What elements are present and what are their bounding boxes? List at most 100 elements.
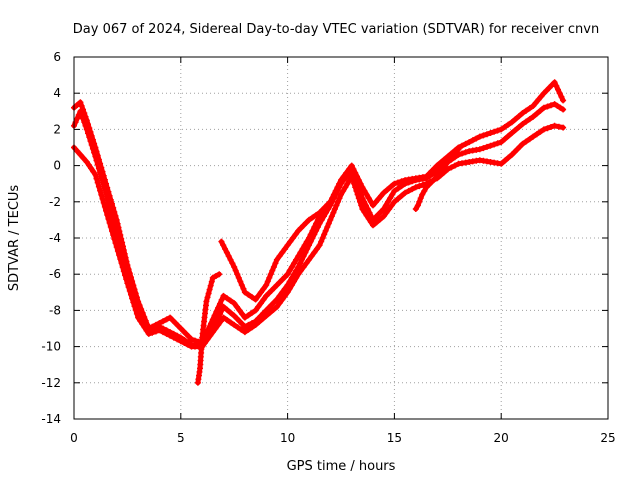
data-point bbox=[417, 195, 424, 202]
data-point bbox=[560, 97, 567, 104]
data-point bbox=[208, 278, 215, 285]
grid bbox=[74, 57, 608, 419]
data-point bbox=[110, 232, 117, 238]
y-tick-label: 2 bbox=[53, 122, 61, 136]
data-point bbox=[480, 145, 487, 152]
data-point bbox=[291, 260, 297, 267]
data-point bbox=[220, 314, 227, 321]
data-point bbox=[93, 157, 100, 164]
data-point bbox=[313, 212, 320, 219]
data-point bbox=[276, 253, 283, 260]
data-point bbox=[295, 253, 302, 260]
data-point bbox=[141, 324, 148, 331]
data-point bbox=[286, 285, 293, 292]
data-point bbox=[220, 292, 227, 299]
data-point bbox=[135, 314, 142, 321]
data-point bbox=[78, 111, 85, 118]
data-point bbox=[207, 332, 214, 339]
data-point bbox=[334, 187, 341, 194]
data-point bbox=[273, 296, 280, 303]
data-point bbox=[321, 231, 328, 238]
data-point bbox=[89, 145, 96, 152]
data-point bbox=[167, 332, 174, 339]
data-point bbox=[309, 214, 316, 221]
data-point bbox=[288, 282, 295, 289]
data-point bbox=[98, 191, 105, 198]
data-point bbox=[266, 274, 273, 281]
data-point bbox=[152, 328, 159, 335]
data-point bbox=[266, 309, 273, 316]
y-tick-label: -14 bbox=[41, 412, 61, 426]
data-point bbox=[131, 303, 138, 310]
data-point bbox=[308, 253, 315, 260]
data-point bbox=[523, 107, 530, 114]
data-point bbox=[348, 173, 355, 180]
data-point bbox=[227, 309, 234, 316]
data-point bbox=[523, 118, 530, 125]
data-point bbox=[252, 307, 259, 314]
data-point bbox=[373, 219, 380, 226]
data-point bbox=[217, 318, 224, 325]
data-point bbox=[459, 150, 465, 157]
data-point bbox=[238, 326, 245, 333]
data-point bbox=[364, 206, 371, 212]
data-point bbox=[323, 209, 329, 216]
data-point bbox=[302, 249, 309, 256]
data-point bbox=[462, 149, 469, 156]
data-point bbox=[279, 249, 286, 256]
data-point bbox=[354, 191, 361, 198]
data-point bbox=[77, 99, 84, 106]
data-point bbox=[419, 181, 426, 188]
data-point bbox=[498, 160, 505, 167]
data-point bbox=[466, 139, 473, 146]
data-point bbox=[139, 310, 146, 316]
y-tick-label: 0 bbox=[53, 159, 61, 173]
series-track-3 bbox=[71, 122, 567, 350]
data-point bbox=[544, 103, 551, 110]
data-point bbox=[139, 321, 146, 328]
data-point bbox=[107, 208, 114, 215]
data-point bbox=[86, 162, 92, 169]
data-point bbox=[270, 264, 277, 270]
data-point bbox=[476, 133, 483, 140]
data-point bbox=[328, 213, 335, 220]
data-point bbox=[384, 186, 391, 193]
data-point bbox=[123, 276, 130, 283]
data-point bbox=[505, 154, 512, 161]
data-point bbox=[349, 177, 356, 184]
data-point bbox=[284, 271, 291, 278]
data-point bbox=[94, 161, 101, 168]
data-point bbox=[402, 189, 409, 196]
data-point bbox=[215, 314, 222, 321]
data-point bbox=[293, 256, 300, 263]
x-tick-labels: 0 5 10 15 20 25 bbox=[70, 431, 615, 445]
data-point bbox=[498, 126, 505, 133]
data-point bbox=[412, 184, 419, 191]
data-point bbox=[442, 162, 449, 169]
data-point bbox=[476, 146, 483, 153]
y-tick-label: -12 bbox=[41, 376, 61, 390]
data-point bbox=[137, 317, 144, 324]
data-point bbox=[512, 116, 519, 123]
data-point bbox=[272, 260, 279, 267]
data-point bbox=[284, 289, 291, 296]
data-point bbox=[325, 220, 332, 227]
data-point bbox=[237, 278, 244, 285]
data-point bbox=[97, 169, 104, 176]
data-point bbox=[318, 238, 325, 245]
data-point bbox=[505, 121, 512, 128]
tick-marks bbox=[73, 56, 609, 420]
data-point bbox=[516, 124, 522, 130]
data-point bbox=[437, 159, 444, 166]
data-point bbox=[358, 202, 365, 209]
data-point bbox=[473, 135, 480, 142]
series-track-4 bbox=[218, 198, 334, 303]
data-point bbox=[378, 192, 384, 199]
data-point bbox=[264, 278, 271, 285]
data-point bbox=[213, 273, 219, 279]
data-point bbox=[311, 249, 318, 256]
data-point bbox=[336, 195, 343, 202]
data-point bbox=[249, 309, 255, 316]
data-point bbox=[215, 321, 222, 328]
data-point bbox=[355, 195, 362, 202]
